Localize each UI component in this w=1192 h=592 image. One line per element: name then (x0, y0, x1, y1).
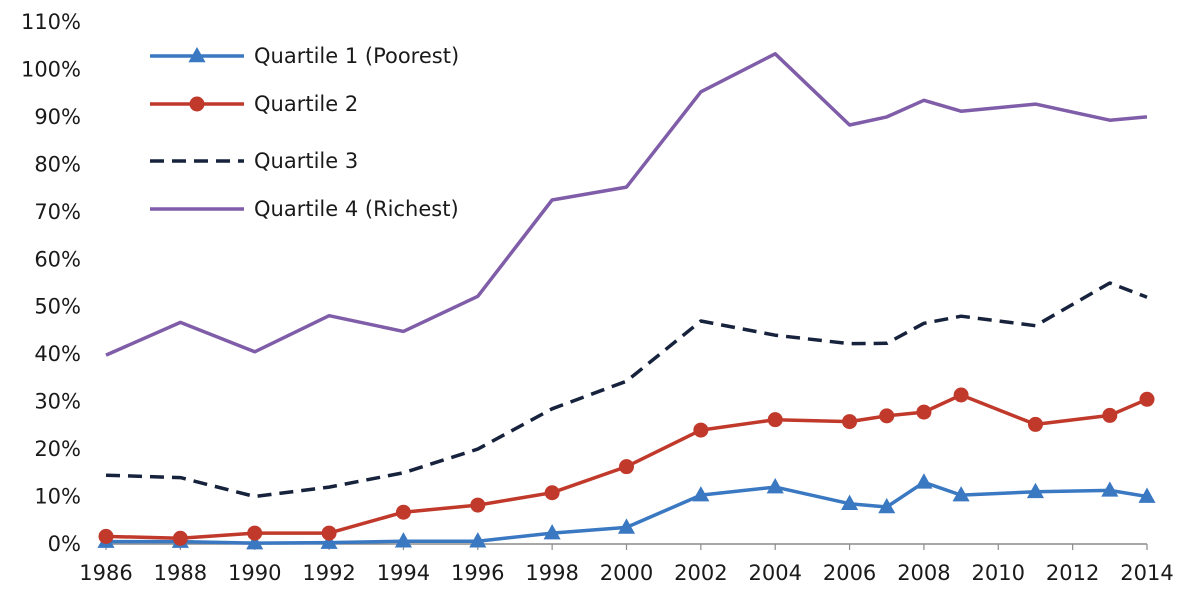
series-1-point (915, 473, 933, 489)
series-2-point (470, 497, 486, 513)
series-2-point (842, 414, 858, 430)
x-tick-label: 2006 (823, 561, 876, 585)
x-tick-label: 2000 (600, 561, 653, 585)
y-tick-label: 20% (34, 437, 81, 461)
series-2-point (544, 485, 560, 501)
series-2-point (953, 387, 969, 403)
x-tick-label: 1986 (79, 561, 132, 585)
legend-label-2: Quartile 2 (254, 92, 358, 116)
series-3-line (105, 281, 1148, 499)
series-2-point (619, 459, 634, 475)
series-2-point (879, 408, 895, 424)
y-tick-label: 70% (34, 200, 81, 224)
series-2-point (98, 528, 114, 544)
series-2-point (767, 412, 783, 428)
x-tick-label: 2008 (897, 561, 950, 585)
series-1-point (766, 478, 784, 494)
series-1-point (394, 532, 412, 548)
x-tick-label: 2010 (972, 561, 1025, 585)
x-tick-label: 2014 (1120, 561, 1173, 585)
x-tick-label: 2002 (674, 561, 727, 585)
legend-marker-1 (188, 47, 206, 63)
y-tick-label: 110% (21, 10, 81, 34)
legend-label-3: Quartile 3 (254, 149, 358, 173)
y-tick-label: 40% (34, 342, 81, 366)
series-1-point (1138, 487, 1156, 503)
series-1-point (841, 494, 859, 510)
axes: 0% 10% 20% 30% 40% 50% 60% 70% 80% 90% 100% 110% 198… (21, 10, 1174, 585)
x-tick-label: 2004 (748, 561, 801, 585)
series-2-point (693, 422, 709, 438)
x-tick-label: 1992 (302, 561, 355, 585)
series-2-point (172, 530, 188, 546)
series-2-point (321, 525, 337, 541)
x-tick-label: 1990 (228, 561, 281, 585)
series-1-point (617, 518, 636, 534)
series-2-point (1102, 407, 1118, 423)
x-tick-label: 2012 (1046, 561, 1099, 585)
y-tick-label: 10% (34, 485, 81, 509)
series-1-point (952, 486, 970, 502)
series-2-point (395, 504, 411, 520)
legend-marker-2 (189, 96, 205, 112)
series-lines (97, 52, 1156, 550)
y-tick-label: 100% (21, 57, 81, 81)
series-2-point (1027, 416, 1043, 432)
series-1-point (320, 533, 338, 549)
series-1-point (1101, 481, 1119, 497)
series-1-point (543, 524, 561, 540)
y-tick-label: 30% (34, 390, 81, 414)
x-tick-label: 1996 (451, 561, 504, 585)
series-1-point (878, 497, 896, 514)
x-tick-label: 1998 (525, 561, 578, 585)
y-tick-label: 50% (34, 295, 81, 319)
legend: Quartile 1 (Poorest) Quartile 2 Quartile 3… (150, 44, 459, 221)
series-1-point (1026, 482, 1045, 499)
series-1-point (246, 534, 264, 550)
series-2-point (916, 404, 932, 420)
x-tick-label: 1988 (154, 561, 207, 585)
legend-label-4: Quartile 4 (Richest) (254, 197, 459, 221)
y-tick-label: 90% (34, 105, 81, 129)
y-tick-label: 80% (34, 152, 81, 176)
x-tick-label: 1994 (377, 561, 430, 585)
series-1-point (692, 486, 710, 502)
y-tick-label: 0% (48, 532, 81, 556)
y-tick-label: 60% (34, 247, 81, 271)
series-4-line (105, 52, 1148, 357)
legend-label-1: Quartile 1 (Poorest) (254, 44, 459, 68)
series-1-point (469, 532, 487, 548)
series-2-point (247, 525, 263, 541)
series-2-point (1139, 391, 1155, 407)
